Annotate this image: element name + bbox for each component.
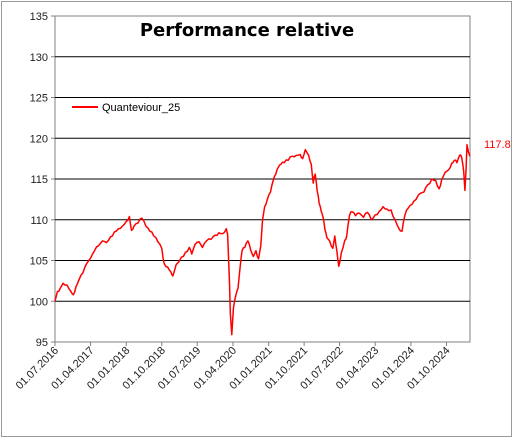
y-axis-ticks: 95 100 105 110 115 120 125 130 135 bbox=[30, 11, 55, 349]
legend-label: Quanteviour_25 bbox=[102, 102, 180, 114]
legend: Quanteviour_25 bbox=[72, 102, 180, 114]
y-tick-label: 95 bbox=[36, 337, 48, 349]
end-value-label: 117.8 bbox=[484, 139, 511, 151]
y-tick-label: 135 bbox=[30, 11, 48, 23]
chart-title: Performance relative bbox=[140, 20, 354, 41]
y-tick-label: 115 bbox=[30, 174, 48, 186]
y-tick-label: 130 bbox=[30, 52, 48, 64]
y-tick-label: 110 bbox=[30, 215, 48, 227]
y-tick-label: 120 bbox=[30, 133, 48, 145]
x-axis-ticks: 01.07.201601.04.201701.01.201801.10.2018… bbox=[14, 342, 453, 392]
y-tick-label: 105 bbox=[30, 256, 48, 268]
y-tick-label: 125 bbox=[30, 93, 48, 105]
series-line-quanteviour-25 bbox=[54, 144, 471, 336]
y-tick-label: 100 bbox=[30, 296, 48, 308]
